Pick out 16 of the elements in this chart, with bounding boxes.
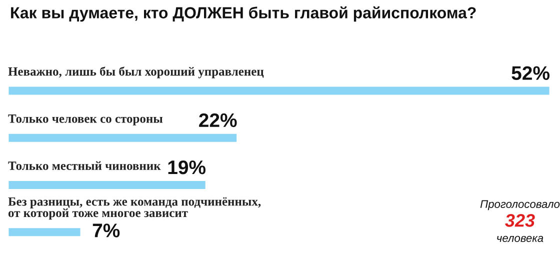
- text: человека: [497, 236, 544, 242]
- data-label: 7%: [92, 224, 120, 238]
- annotation: Проголосовало: [480, 200, 560, 210]
- bar: [8, 85, 550, 96]
- data-label: 19%: [168, 160, 206, 174]
- data-label: 52%: [512, 66, 550, 80]
- bar: [8, 180, 207, 190]
- annotation: 323: [505, 214, 535, 227]
- data-label: 22%: [199, 113, 237, 128]
- chart-title: Как вы думаете, кто ДОЛЖЕН быть главой райисполкома?: [11, 6, 476, 22]
- y-tick-label: Только местный чиновник: [8, 161, 161, 170]
- bar: [8, 132, 238, 144]
- y-tick-label: Без разницы, есть же команда подчинённых, от которой тоже многое зависит: [8, 197, 261, 220]
- y-tick-label: Неважно, лишь бы был хороший управленец: [8, 66, 264, 78]
- bar: [8, 226, 82, 238]
- y-tick-label: Только человек со стороны: [8, 114, 163, 126]
